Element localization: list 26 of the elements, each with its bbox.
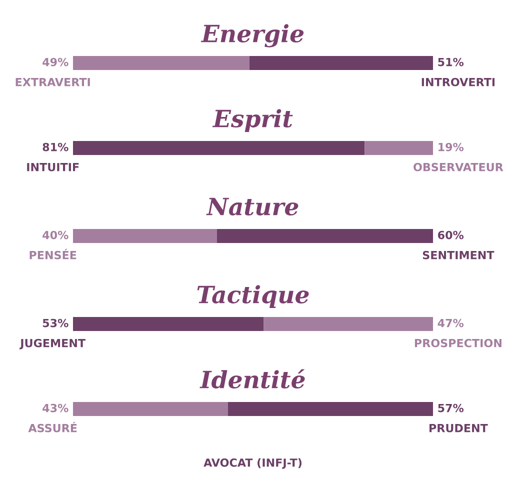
chart-title: Identité	[200, 369, 305, 388]
series-label: INTUITIF	[27, 163, 79, 172]
series-label: PENSÉE	[30, 248, 76, 260]
series-label: SENTIMENT	[422, 250, 494, 260]
data-label: 60%	[438, 230, 464, 240]
chart-title: Tactique	[197, 285, 309, 308]
data-label: 43%	[42, 404, 68, 412]
series-label: OBSERVATEUR	[414, 162, 504, 172]
data-label: 47%	[438, 318, 464, 328]
series-label: EXTRAVERTI	[16, 78, 90, 86]
data-label: 57%	[438, 404, 464, 412]
chart-title: Esprit	[212, 109, 293, 132]
series-label: INTROVERTI	[422, 78, 495, 86]
series-label: JUGEMENT	[20, 338, 86, 350]
series-label: PRUDENT	[430, 424, 488, 432]
chart-title: Energie	[200, 24, 304, 48]
text: AVOCAT (INFJ-T)	[204, 458, 302, 469]
data-label: 53%	[42, 318, 68, 328]
data-label: 19%	[438, 142, 464, 152]
chart-title: Nature	[206, 198, 298, 216]
series-label: ASSURÉ	[28, 422, 77, 432]
data-label: 51%	[438, 58, 464, 66]
data-label: 49%	[42, 58, 68, 66]
data-label: 81%	[42, 142, 68, 152]
data-label: 40%	[42, 230, 68, 240]
series-label: PROSPECTION	[414, 338, 502, 348]
